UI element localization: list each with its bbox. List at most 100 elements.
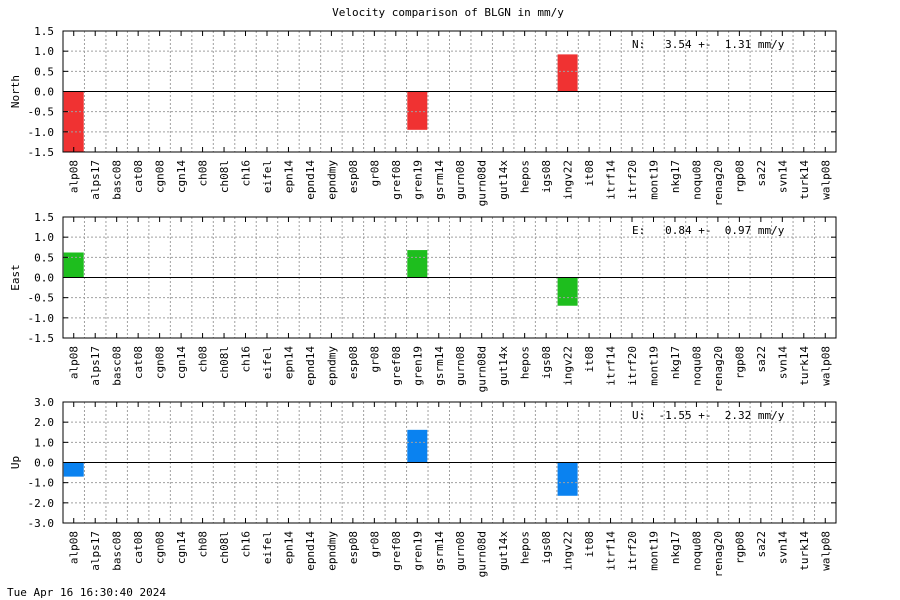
y-tick-label: -1.5 [28, 146, 55, 159]
y-tick-label: 3.0 [34, 396, 54, 409]
x-tick-label: gurn08d [476, 531, 489, 577]
plot-frame [62, 401, 837, 524]
x-tick-label: cat08 [132, 160, 145, 193]
x-tick-label: ch08l [218, 346, 231, 379]
x-tick-label: it08 [583, 346, 596, 373]
x-tick-label: ch08l [218, 531, 231, 564]
x-tick-label: alps17 [89, 160, 102, 200]
x-tick-label: cgn08 [154, 346, 167, 379]
x-tick-label: epnd14 [304, 346, 317, 386]
x-tick-label: turk14 [798, 531, 811, 571]
x-tick-label: gurn08d [476, 160, 489, 206]
x-tick-label: ch16 [240, 531, 253, 558]
bar-north-alp08 [63, 91, 84, 152]
x-tick-label: noqu08 [690, 160, 703, 200]
bar-up-gren19 [407, 429, 428, 463]
y-tick-label: 0.0 [34, 457, 54, 470]
x-tick-label: basc08 [111, 160, 124, 200]
x-tick-label: epndmy [325, 531, 338, 571]
y-axis-label: East [9, 264, 22, 291]
x-tick-label: sa22 [755, 531, 768, 558]
x-tick-label: ch16 [240, 346, 253, 373]
x-tick-label: itrf14 [605, 531, 618, 571]
x-tick-label: epn14 [282, 160, 295, 193]
x-tick-label: gr08 [368, 346, 381, 373]
x-tick-label: svn14 [776, 346, 789, 379]
x-tick-label: gsrm14 [433, 531, 446, 571]
x-tick-label: gren19 [411, 346, 424, 386]
x-tick-label: cgn14 [175, 346, 188, 379]
x-tick-label: cat08 [132, 346, 145, 379]
x-tick-label: gref08 [390, 160, 403, 200]
timestamp: Tue Apr 16 16:30:40 2024 [7, 586, 166, 599]
bar-up-alp08 [63, 462, 84, 477]
y-tick-label: 1.0 [34, 231, 54, 244]
x-tick-label: noqu08 [690, 531, 703, 571]
x-tick-label: rgp08 [733, 346, 746, 379]
x-tick-label: eifel [261, 531, 274, 564]
x-tick-label: gr08 [368, 531, 381, 558]
y-tick-label: 1.5 [34, 211, 54, 224]
x-tick-label: hepos [519, 160, 532, 193]
x-tick-label: nkg17 [669, 531, 682, 564]
x-tick-label: renag20 [712, 346, 725, 392]
x-tick-label: cgn14 [175, 160, 188, 193]
x-tick-label: ingv22 [562, 531, 575, 571]
bar-up-ingv22 [557, 462, 578, 496]
y-tick-label: -1.0 [28, 477, 55, 490]
x-tick-label: renag20 [712, 160, 725, 206]
stat-annotation: U: -1.55 +- 2.32 mm/y [632, 409, 785, 422]
x-tick-label: itrf20 [626, 346, 639, 386]
x-tick-label: gr08 [368, 160, 381, 187]
y-tick-label: 0.0 [34, 272, 54, 285]
x-tick-label: alp08 [68, 531, 81, 564]
plot-frame [62, 30, 837, 153]
x-tick-label: basc08 [111, 346, 124, 386]
x-tick-label: esp08 [347, 160, 360, 193]
x-tick-label: cgn14 [175, 531, 188, 564]
x-tick-label: epndmy [325, 160, 338, 200]
x-tick-label: gsrm14 [433, 346, 446, 386]
y-axis-label: Up [9, 456, 22, 469]
x-tick-label: ch16 [240, 160, 253, 187]
x-tick-label: mont19 [647, 160, 660, 200]
x-tick-label: gut14x [497, 531, 510, 571]
panel-up: 3.0 2.0 1.0 0.0 -1.0 -2.0 -3.0 alp08 alps17 basc0… [9, 396, 837, 577]
chart-panels: 1.5 1.0 0.5 0.0 -0.5 -1.0 -1.5 alp08 alps17 basc0… [9, 25, 837, 577]
x-tick-label: alps17 [89, 346, 102, 386]
x-tick-label: epn14 [282, 346, 295, 379]
x-tick-label: basc08 [111, 531, 124, 571]
x-tick-label: gref08 [390, 531, 403, 571]
y-tick-label: -3.0 [28, 517, 55, 530]
y-tick-label: -1.5 [28, 332, 55, 345]
x-tick-label: eifel [261, 346, 274, 379]
x-tick-label: ingv22 [562, 160, 575, 200]
x-tick-label: rgp08 [733, 531, 746, 564]
x-tick-label: gurn08 [454, 531, 467, 571]
x-tick-label: gurn08d [476, 346, 489, 392]
x-tick-label: epndmy [325, 346, 338, 386]
x-tick-label: epnd14 [304, 531, 317, 571]
x-tick-label: itrf14 [605, 346, 618, 386]
x-tick-label: gren19 [411, 531, 424, 571]
x-tick-label: svn14 [776, 531, 789, 564]
x-tick-label: alp08 [68, 160, 81, 193]
x-tick-label: ch08 [197, 531, 210, 558]
x-tick-label: gut14x [497, 160, 510, 200]
y-tick-label: 0.5 [34, 65, 54, 78]
x-tick-label: noqu08 [690, 346, 703, 386]
x-tick-label: sa22 [755, 160, 768, 187]
x-tick-label: esp08 [347, 531, 360, 564]
y-tick-label: -0.5 [28, 106, 55, 119]
x-tick-label: igs08 [540, 346, 553, 379]
x-tick-label: igs08 [540, 531, 553, 564]
y-tick-label: 1.5 [34, 25, 54, 38]
chart-title: Velocity comparison of BLGN in mm/y [332, 6, 564, 19]
x-tick-label: gref08 [390, 346, 403, 386]
x-tick-label: it08 [583, 160, 596, 187]
x-tick-label: mont19 [647, 346, 660, 386]
y-tick-label: 2.0 [34, 416, 54, 429]
bar-east-ingv22 [557, 277, 578, 306]
bar-north-gren19 [407, 91, 428, 130]
x-tick-label: epn14 [282, 531, 295, 564]
